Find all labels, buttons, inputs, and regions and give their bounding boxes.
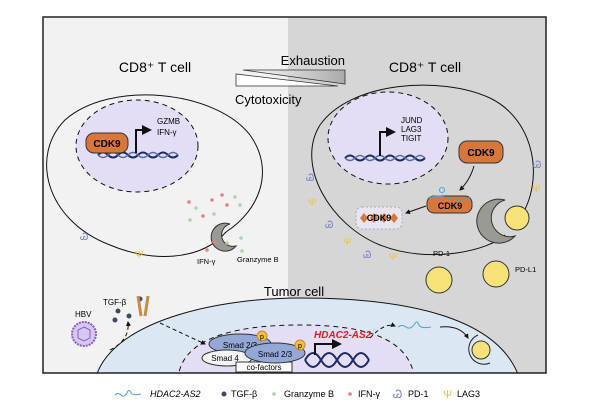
lncrna-label: HDAC2-AS2 (314, 330, 372, 341)
exosome-arrow (439, 326, 469, 339)
secreted-dots (187, 193, 244, 253)
legend-ifn: IFN-γ (358, 389, 380, 399)
pd1-label: PD-1 (433, 249, 450, 258)
cdk9-binding-arrow (459, 165, 475, 191)
left-cell-title: CD8⁺ T cell (119, 59, 191, 75)
transcription-arrow-right (379, 127, 396, 156)
lncrna-loop (439, 187, 445, 193)
smad23-b (244, 342, 306, 364)
left-t-cell (46, 94, 263, 257)
cdk9-bound-label: CDK9 (438, 201, 463, 211)
legend-tgfb: TGF-β (231, 389, 257, 399)
lag3-icon: Ψ (443, 389, 452, 401)
exhaustion-label: Exhaustion (281, 53, 345, 68)
tgfb-label: TGF-β (103, 298, 127, 307)
cdk9-free (458, 140, 504, 164)
cdk9-condensate (355, 206, 403, 230)
smad-arrow (159, 322, 206, 345)
tgfb-receptor-icon (136, 295, 150, 317)
cytotoxicity-wedge (235, 73, 339, 87)
lncrna-icon (114, 390, 142, 397)
right-synapse (476, 198, 517, 244)
right-t-cell (311, 84, 534, 256)
gene-ifng: IFN-γ (157, 128, 177, 137)
frame (42, 16, 547, 374)
phospho-b (294, 339, 306, 351)
right-nucleus (327, 91, 449, 185)
gene-jund: JUND (401, 116, 423, 125)
svg-text:Ꮚ: Ꮚ (306, 173, 314, 184)
gene-gzmb: GZMB (157, 117, 180, 126)
svg-text:Ꮚ: Ꮚ (325, 220, 333, 231)
phospho-a (256, 330, 268, 342)
smad23-a-label: Smad 2/3 (223, 341, 258, 350)
svg-text:Ψ: Ψ (308, 198, 316, 209)
pdl1-label: PD-L1 (515, 265, 536, 274)
cdk9-free-label: CDK9 (467, 148, 495, 159)
legend-granzyme: Granzyme B (284, 389, 334, 399)
tumor-cell-title: Tumor cell (264, 284, 324, 299)
tumor-exosome (471, 340, 491, 360)
exosome-2 (482, 260, 510, 288)
lncrna-molecule (397, 321, 432, 329)
smad4-label: Smad 4 (211, 354, 239, 363)
right-receptors: Ꮚ Ꮚ Ꮚ Ꮚ Ψ Ψ Ψ Ψ (306, 160, 541, 263)
granzyme-dot-icon (272, 392, 276, 396)
smad23-b-label: Smad 2/3 (258, 350, 293, 359)
tgfb-dot-icon (221, 391, 227, 397)
cdk9-left (85, 132, 129, 154)
legend-pd1: PD-1 (408, 389, 429, 399)
exosome-1 (425, 266, 453, 294)
phospho-a-label: p (260, 334, 264, 341)
lag3-icon: Ψ (135, 250, 143, 261)
lncrna-on-cdk9 (427, 195, 471, 201)
exhaustion-wedge (242, 69, 346, 85)
hbv-virus-icon (71, 321, 97, 347)
cdk9-left-label: CDK9 (93, 139, 121, 150)
ifn-dot-icon (348, 392, 352, 396)
condensate-arrow (405, 205, 427, 215)
legend: HDAC2-AS2 TGF-β Granzyme B IFN-γ Ꮚ PD-1 … (114, 389, 480, 401)
svg-text:Ꮚ: Ꮚ (363, 250, 371, 261)
tumor-vesicle (468, 334, 491, 365)
condensate-diamonds (360, 213, 398, 223)
svg-text:Ψ: Ψ (532, 184, 540, 195)
hbv-arrow (109, 321, 131, 351)
phospho-b-label: p (298, 343, 302, 350)
legend-lncrna: HDAC2-AS2 (150, 389, 201, 399)
cdk9-condensate-label: CDK9 (367, 213, 392, 223)
export-arrow (369, 322, 396, 339)
pd1-icon: Ꮚ (393, 389, 402, 401)
granzyme-label: Granzyme B (237, 255, 279, 264)
svg-text:Ψ: Ψ (389, 252, 397, 263)
right-dna-strand (344, 154, 426, 162)
transcription-arrow-tumor (314, 339, 342, 355)
cytotoxicity-label: Cytotoxicity (235, 92, 302, 107)
svg-text:Ꮚ: Ꮚ (533, 160, 541, 171)
synapse-granule (210, 222, 238, 252)
legend-lag3: LAG3 (457, 389, 480, 399)
pd1-icon: Ꮚ (80, 232, 88, 243)
hbv-label: HBV (75, 310, 92, 319)
transcription-arrow-left (135, 125, 152, 153)
right-cell-title: CD8⁺ T cell (389, 59, 461, 75)
cofactors-label: co-factors (246, 363, 281, 372)
tgfb-dots (112, 296, 143, 323)
ifn-label: IFN-γ (197, 257, 216, 266)
gene-lag3: LAG3 (401, 125, 422, 134)
tumor-exosome-engulfed (504, 205, 530, 231)
gene-tigit: TIGIT (401, 134, 422, 143)
svg-text:Ψ: Ψ (343, 237, 351, 248)
tumor-dna-strand (304, 352, 370, 368)
